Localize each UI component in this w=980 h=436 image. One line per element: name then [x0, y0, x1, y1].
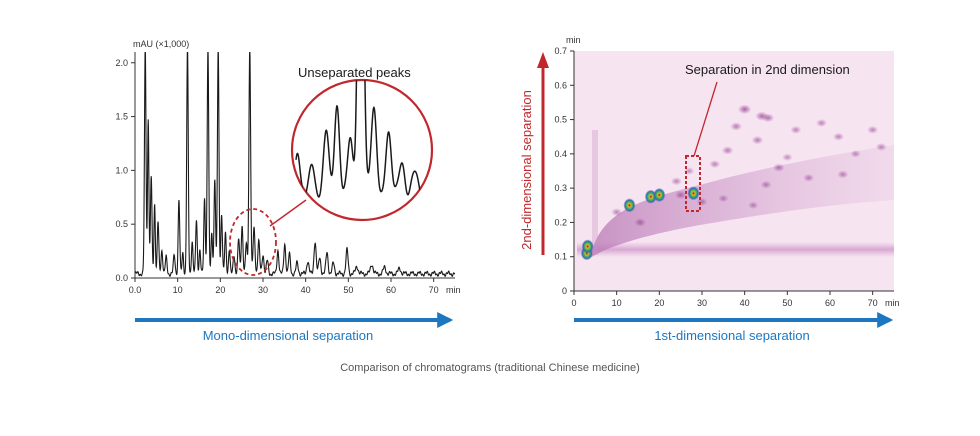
y-tick-label: 1.0 — [115, 165, 128, 175]
heatmap-spot — [875, 143, 887, 151]
y-tick-label: 0.4 — [554, 149, 567, 159]
heatmap-spot — [760, 180, 772, 189]
x-tick-label: 50 — [343, 285, 353, 295]
heatmap-spot — [674, 190, 687, 200]
x-tick-label: 30 — [258, 285, 268, 295]
heatmap-spot — [850, 150, 861, 158]
heatmap-spot — [634, 218, 646, 227]
heatmap-spot — [721, 146, 734, 155]
x-tick-label: 70 — [429, 285, 439, 295]
x-unit-label: min — [446, 285, 461, 295]
separation-leader-line — [693, 81, 718, 157]
y-tick-label: 1.5 — [115, 112, 128, 122]
y-tick-label: 0 — [562, 286, 567, 296]
x-tick-label: 50 — [782, 298, 792, 308]
heatmap-peak-spot — [623, 198, 636, 213]
right-axes: 0 10 20 30 40 50 60 70 0 0.1 0.2 0.3 0.4 0.5 0.6 0.7 min — [554, 46, 899, 308]
x-tick-label: 60 — [386, 285, 396, 295]
x-tick-label: 20 — [654, 298, 664, 308]
y-tick-label: 0.6 — [554, 80, 567, 90]
mono-trace-line — [135, 52, 455, 278]
heatmap-spot — [815, 119, 827, 127]
heatmap-spot — [833, 132, 845, 141]
left-y-axis-title: mAU (×1,000) — [133, 39, 189, 49]
heatmap-layer — [577, 104, 894, 261]
x-tick-label: 10 — [173, 285, 183, 295]
right-y-unit: min — [566, 35, 581, 45]
first-dimension-label: 1st-dimensional separation — [654, 328, 809, 343]
y-tick-label: 0.7 — [554, 46, 567, 56]
heatmap-band — [577, 242, 894, 257]
mono-dimension-label: Mono-dimensional separation — [203, 328, 374, 343]
two-dimensional-chart: 0 10 20 30 40 50 60 7000.10.20.30.40.50.60.7min… — [519, 35, 900, 343]
x-tick-label: 30 — [697, 298, 707, 308]
zoom-trace-line — [295, 80, 429, 201]
unseparated-peaks-label: Unseparated peaks — [298, 65, 411, 80]
zoom-circle — [290, 78, 434, 222]
heatmap-peak-spot — [687, 186, 700, 201]
heatmap-spot — [751, 135, 764, 145]
heatmap-main-wedge — [590, 145, 894, 258]
heatmap-peak-spot — [653, 188, 666, 202]
x-tick-label: 20 — [215, 285, 225, 295]
heatmap-spot — [730, 122, 742, 131]
y-tick-label: 0.0 — [115, 273, 128, 283]
y-tick-label: 0.2 — [554, 217, 567, 227]
heatmap-spot — [670, 177, 682, 186]
heatmap-spots — [580, 104, 887, 261]
heatmap-peak-spot — [581, 239, 594, 254]
y-tick-label: 2.0 — [115, 58, 128, 68]
heatmap-spot — [709, 160, 721, 169]
x-tick-label: 10 — [612, 298, 622, 308]
heatmap-spot — [748, 201, 759, 210]
heatmap-spot — [803, 173, 815, 182]
separation-highlight-box — [685, 155, 701, 212]
left-axes: 0.0 10 20 30 40 50 60 70 0.0 0.5 1.0 1.5 2.0 min — [115, 52, 461, 295]
second-dimension-label: 2nd-dimensional separation — [519, 90, 534, 250]
x-tick-label: 40 — [301, 285, 311, 295]
mono-chromatogram-chart: mAU (×1,000) 0.0 10 20 30 40 50 60 70 0.0 0.5 1.0 1… — [115, 39, 461, 343]
heatmap-spot — [867, 125, 879, 134]
heatmap-spot — [837, 170, 849, 179]
x-tick-label: 0 — [571, 298, 576, 308]
x-unit-label: min — [885, 298, 900, 308]
heatmap-spot — [611, 208, 623, 217]
separation-2nd-dimension-label: Separation in 2nd dimension — [685, 62, 850, 77]
heatmap-spot — [762, 113, 775, 123]
x-tick-label: 60 — [825, 298, 835, 308]
heatmap-spot — [782, 153, 793, 162]
heatmap-spot — [696, 197, 708, 206]
zoom-connector-line — [269, 199, 307, 227]
x-tick-label: 0.0 — [129, 285, 142, 295]
heatmap-spot — [737, 104, 752, 115]
second-dimension-arrowhead — [537, 52, 549, 68]
unseparated-region-marker — [229, 208, 277, 276]
y-tick-label: 0.5 — [115, 219, 128, 229]
figure-caption: Comparison of chromatograms (traditional… — [340, 362, 640, 374]
y-tick-label: 0.1 — [554, 252, 567, 262]
heatmap-spot — [790, 125, 802, 134]
x-tick-label: 40 — [740, 298, 750, 308]
heatmap-spot — [773, 163, 785, 172]
heatmap-spot — [718, 194, 729, 203]
y-tick-label: 0.3 — [554, 183, 567, 193]
y-tick-label: 0.5 — [554, 115, 567, 125]
x-tick-label: 70 — [868, 298, 878, 308]
heatmap-early-streak — [592, 130, 598, 255]
